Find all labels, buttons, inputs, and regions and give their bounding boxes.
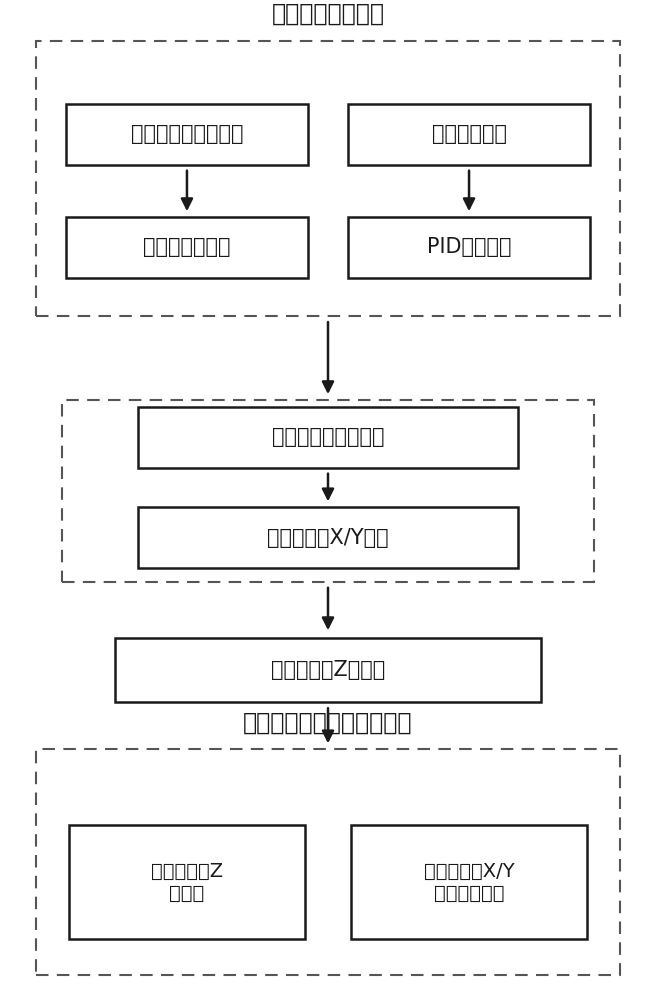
Text: 传动系统建模: 传动系统建模 [432,124,506,144]
Text: 理论支撑力计算: 理论支撑力计算 [143,237,231,257]
Text: PID参数优化: PID参数优化 [427,237,511,257]
Text: 球窝中心的位置测量: 球窝中心的位置测量 [272,427,384,447]
Bar [66,217,308,278]
Bar [115,638,541,702]
Bar [62,400,594,582]
Bar [66,104,308,165]
Bar [36,749,620,975]
Bar [348,217,590,278]
Bar [138,407,518,468]
Bar [69,825,305,939]
Bar [351,825,587,939]
Bar [138,507,518,568]
Bar [348,104,590,165]
Text: 飞机大部件位姿测量: 飞机大部件位姿测量 [131,124,243,144]
Text: 定位单元的Z
向抬升: 定位单元的Z 向抬升 [151,861,223,902]
Text: 定位单元的Z向移动: 定位单元的Z向移动 [271,660,385,680]
Text: 定位单元的X/Y
向力反馈控制: 定位单元的X/Y 向力反馈控制 [424,861,514,902]
Bar [36,41,620,316]
Text: 球窝依从运动（混合控制）: 球窝依从运动（混合控制） [243,710,413,734]
Text: 混合控制参数计算: 混合控制参数计算 [272,2,384,26]
Text: 定位单元的X/Y移动: 定位单元的X/Y移动 [267,528,389,548]
